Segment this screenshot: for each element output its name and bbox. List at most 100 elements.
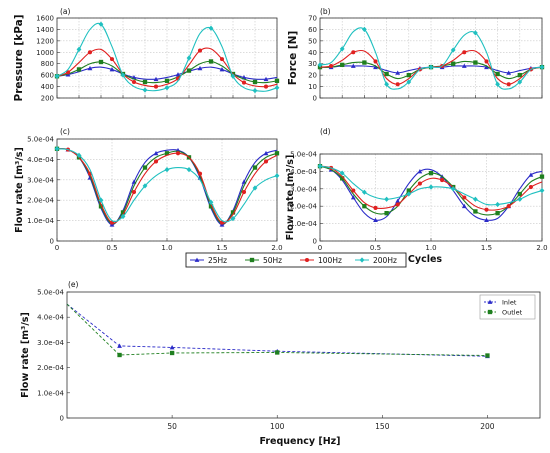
x-tick-label: 100 — [270, 422, 285, 431]
x-tick-label: 1.5 — [216, 244, 227, 252]
series-point-50Hz — [362, 60, 367, 65]
panel-e: 0 1.0e-04 2.0e-04 3.0e-04 4.0e-04 5.0e-04 50 10… — [20, 280, 541, 447]
series-point-50Hz — [186, 68, 192, 73]
panel-label: (d) — [320, 127, 331, 136]
series-point-200Hz — [142, 87, 148, 93]
y-tick-label: 1.0e-04 — [290, 220, 317, 228]
series-point-50Hz — [142, 165, 148, 170]
series-point-100Hz — [395, 82, 400, 87]
series-point-50Hz — [230, 210, 236, 215]
series-point-200Hz — [406, 191, 412, 197]
series-point-100Hz — [351, 188, 356, 193]
series-point-200Hz — [252, 185, 258, 191]
series-point-50Hz — [451, 61, 456, 66]
series-point-200Hz — [339, 170, 345, 176]
x-axis-label: Frequency [Hz] — [259, 436, 340, 447]
series-point-50Hz — [252, 79, 258, 85]
series-point-100Hz — [153, 84, 159, 89]
series-point-200Hz — [98, 21, 104, 27]
series-line-25Hz — [56, 148, 278, 226]
x-tick-label: 1.0 — [161, 244, 172, 252]
series-point-25Hz — [395, 198, 401, 203]
y-tick-label: 5.0e-04 — [27, 136, 54, 144]
main-legend-swatch-marker — [194, 257, 200, 262]
series-point-50Hz — [208, 204, 214, 209]
series-point-200Hz — [186, 166, 192, 173]
series-point-50Hz — [274, 151, 280, 156]
series-point-200Hz — [495, 81, 500, 87]
series-point-25Hz — [87, 65, 93, 71]
series-point-50Hz — [164, 151, 170, 156]
series-point-200Hz — [539, 64, 545, 70]
legend-box — [479, 294, 536, 320]
series-point-200Hz — [517, 196, 523, 202]
series-point-100Hz — [109, 57, 115, 62]
y-tick-label: 200 — [41, 95, 54, 103]
series-point-200Hz — [274, 85, 280, 91]
series-point-100Hz — [197, 171, 203, 176]
series-point-25Hz — [506, 70, 512, 75]
main-legend-swatch-marker — [304, 257, 310, 263]
series-point-100Hz — [219, 57, 225, 62]
series-point-200Hz — [142, 183, 148, 189]
series-point-50Hz — [473, 60, 478, 65]
series-point-200Hz — [120, 213, 126, 220]
legend-swatch-marker — [487, 309, 493, 315]
y-tick-label: 0 — [313, 238, 317, 246]
series-point-100Hz — [175, 151, 181, 156]
series-point-100Hz — [528, 185, 533, 190]
series-point-200Hz — [428, 184, 434, 190]
x-tick-label: 1.0 — [425, 244, 436, 252]
legend-label: Inlet — [502, 299, 517, 307]
series-point-200Hz — [362, 26, 367, 33]
series-point-25Hz — [395, 70, 401, 75]
series-point-25Hz — [484, 64, 489, 70]
series-point-Outlet — [275, 350, 280, 355]
series-point-100Hz — [131, 79, 137, 85]
legend-swatch-marker — [487, 299, 493, 304]
main-legend-label: 50Hz — [263, 256, 282, 265]
series-point-25Hz — [263, 76, 269, 82]
y-tick-label: 30 — [308, 60, 317, 68]
series-point-200Hz — [428, 64, 434, 70]
series-point-Outlet — [169, 350, 175, 356]
series-point-100Hz — [373, 205, 378, 210]
series-point-200Hz — [317, 62, 323, 68]
series-point-50Hz — [98, 204, 104, 209]
series-point-25Hz — [461, 203, 467, 209]
panel-label: (b) — [320, 7, 331, 16]
x-axis-label: Cycles — [408, 254, 442, 265]
main-legend-swatch-marker — [359, 257, 365, 263]
series-point-50Hz — [252, 165, 258, 170]
plot-frame — [66, 291, 541, 419]
series-line-100Hz — [56, 148, 278, 224]
y-tick-label: 70 — [308, 15, 317, 23]
series-point-50Hz — [120, 210, 126, 215]
series-point-50Hz — [406, 188, 411, 193]
series-point-100Hz — [87, 50, 93, 55]
series-point-200Hz — [384, 196, 389, 202]
series-point-25Hz — [417, 169, 423, 174]
series-point-200Hz — [208, 25, 214, 31]
series-point-200Hz — [339, 46, 345, 52]
series-point-Inlet — [117, 343, 122, 348]
series-point-25Hz — [197, 65, 203, 71]
series-point-50Hz — [517, 72, 522, 78]
x-tick-label: 0 — [55, 244, 59, 252]
series-point-25Hz — [373, 217, 378, 223]
series-point-50Hz — [384, 71, 389, 77]
y-axis-label: Force [N] — [287, 31, 299, 86]
panel-b: 0 10 20 30 40 50 60 70(b) Force [N] — [287, 7, 545, 103]
series-point-50Hz — [406, 72, 411, 78]
y-tick-label: 2.0e-04 — [37, 364, 64, 372]
series-point-100Hz — [263, 84, 269, 89]
series-point-25Hz — [175, 72, 181, 77]
series-point-25Hz — [263, 150, 269, 156]
main-legend-label: 100Hz — [318, 256, 342, 265]
series-point-100Hz — [506, 204, 511, 209]
series-point-50Hz — [495, 211, 500, 216]
y-tick-label: 1000 — [36, 49, 54, 57]
y-tick-label: 4.0e-04 — [37, 314, 64, 322]
series-point-200Hz — [317, 163, 323, 169]
series-point-100Hz — [484, 207, 489, 212]
